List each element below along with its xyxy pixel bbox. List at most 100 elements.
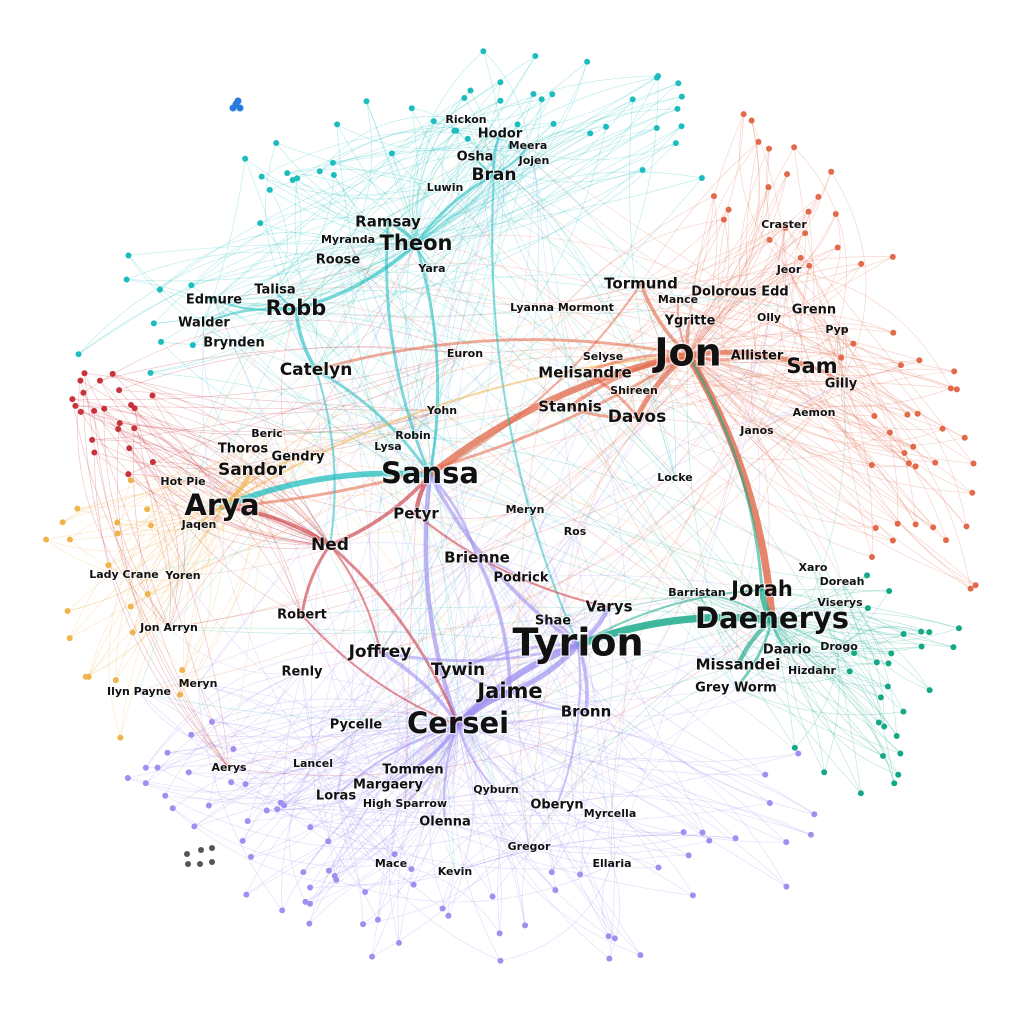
edge-tyrion-tywin	[456, 643, 580, 672]
edge-petyr-varys	[414, 512, 611, 609]
background-edge	[67, 506, 223, 612]
cross-edge	[428, 474, 497, 791]
label-pycelle: Pycelle	[330, 718, 383, 733]
background-edge	[182, 481, 212, 684]
satellite-node	[300, 869, 307, 876]
background-edge	[415, 99, 633, 245]
background-edge	[415, 171, 702, 245]
cross-edge	[233, 342, 408, 805]
cross-edge	[198, 524, 456, 873]
background-edge	[739, 291, 965, 439]
cross-edge	[213, 286, 815, 414]
background-edge	[457, 724, 641, 956]
satellite-node	[637, 952, 644, 959]
cross-edge	[736, 412, 815, 666]
cross-edge	[301, 670, 813, 703]
background-edge	[211, 721, 314, 765]
satellite-node	[881, 723, 888, 730]
background-edge	[636, 416, 872, 466]
satellite-node	[497, 957, 504, 964]
background-edge	[132, 506, 223, 633]
background-edge	[771, 619, 901, 754]
background-edge	[457, 724, 609, 937]
background-edge	[552, 620, 799, 754]
label-mance: Mance	[658, 293, 698, 306]
cross-edge	[387, 221, 586, 374]
label-greyworm: Grey Worm	[695, 681, 777, 696]
satellite-node	[930, 524, 937, 531]
satellite-node	[926, 687, 933, 694]
background-edge	[411, 107, 476, 158]
background-edge	[561, 219, 724, 309]
background-edge	[147, 456, 299, 595]
satellite-node	[766, 800, 773, 807]
cross-edge	[412, 646, 788, 771]
background-edge	[145, 709, 459, 784]
label-meryn2: Meryn	[506, 503, 545, 516]
satellite-node	[795, 750, 802, 757]
label-davos: Davos	[608, 407, 666, 427]
background-edge	[520, 577, 766, 776]
background-edge	[312, 763, 366, 893]
background-edge	[771, 619, 882, 698]
satellite-node	[81, 370, 88, 377]
background-edge	[786, 649, 855, 658]
background-edge	[339, 651, 381, 920]
background-edge	[633, 390, 876, 529]
background-edge	[413, 711, 587, 885]
satellite-node	[116, 387, 123, 394]
background-edge	[366, 101, 433, 270]
background-edge	[145, 671, 303, 784]
label-sam: Sam	[786, 354, 837, 378]
satellite-node	[279, 907, 286, 914]
satellite-node	[69, 396, 76, 403]
background-edge	[751, 120, 786, 432]
background-edge	[838, 602, 855, 654]
background-edge	[687, 213, 837, 356]
isolated-node	[198, 847, 204, 853]
satellite-node	[156, 286, 163, 293]
satellite-node	[951, 368, 958, 375]
background-edge	[197, 683, 616, 939]
background-edge	[83, 319, 466, 394]
cross-edge	[297, 456, 611, 815]
label-xaro: Xaro	[799, 561, 828, 574]
satellite-node	[699, 829, 706, 836]
background-edge	[241, 768, 392, 865]
background-edge	[520, 577, 556, 891]
satellite-node	[115, 426, 122, 433]
cross-edge	[168, 627, 813, 672]
edge-tyrion-shae	[551, 619, 580, 647]
background-edge	[412, 51, 505, 437]
background-edge	[812, 567, 885, 727]
background-edge	[687, 120, 760, 356]
background-edge	[242, 724, 459, 842]
background-edge	[120, 480, 132, 576]
background-edge	[371, 769, 414, 957]
cross-edge	[379, 651, 400, 786]
background-edge	[813, 309, 908, 415]
background-edge	[260, 187, 446, 224]
edge-robb-walder	[202, 307, 298, 325]
satellite-node	[391, 851, 398, 858]
cross-edge	[182, 239, 349, 483]
edge-sansa-tormund	[428, 282, 643, 477]
satellite-node	[89, 436, 96, 443]
background-edge	[457, 724, 616, 939]
edge-sansa-cersei	[423, 472, 461, 728]
background-edge	[771, 614, 930, 633]
background-edge	[839, 602, 954, 648]
background-edge	[611, 855, 689, 865]
background-edge	[841, 581, 878, 663]
edge-catelyn-sansa	[314, 368, 432, 477]
label-olly: Olly	[757, 311, 781, 324]
background-edge	[457, 724, 787, 843]
cross-edge	[404, 355, 758, 805]
background-edge	[69, 433, 268, 639]
cross-edge	[312, 762, 414, 771]
cross-edge	[337, 259, 642, 305]
satellite-node	[284, 170, 291, 177]
background-edge	[771, 619, 922, 653]
satellite-node	[894, 520, 901, 527]
background-edge	[296, 178, 417, 245]
